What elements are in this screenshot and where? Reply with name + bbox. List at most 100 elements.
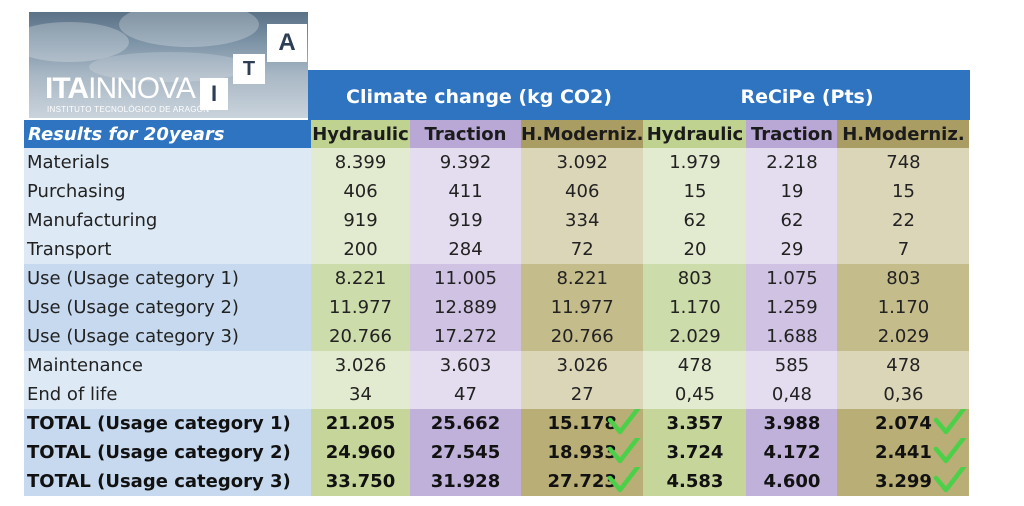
total-row: TOTAL (Usage category 1) 21.205 25.662 15.1… [24,409,970,438]
table-cell: 20.766 [311,322,410,351]
table-cell: 25.662 [410,409,521,438]
table-cell: 3.092 [521,148,644,177]
table-cell: 0,36 [837,380,970,409]
checkmark-icon [934,438,967,464]
cell-value: 17.272 [434,326,497,347]
cell-value: 15 [892,181,915,202]
row-label: Use (Usage category 3) [24,322,311,351]
cell-value: 4.172 [763,442,821,463]
table-cell: 1.170 [837,293,970,322]
table-row: Transport 200 284 72 20 29 7 [24,235,970,264]
group-header-band [308,70,970,120]
logo-letter-t: T [233,54,265,84]
logo-wordmark: ITAINNOVA [45,72,196,106]
cell-value: 406 [565,181,600,202]
table-cell: 72 [521,235,644,264]
cell-value: 478 [677,355,713,376]
cell-value: 3.357 [666,413,724,434]
cell-value: 3.988 [763,413,821,434]
logo-letter-i: I [200,78,228,110]
table-cell: 24.960 [311,438,410,467]
cell-value: 3.092 [556,152,608,173]
cell-value: 1.688 [766,326,818,347]
table-cell: 803 [837,264,970,293]
table-cell: 8.221 [311,264,410,293]
logo-wordmark-light: INNOVA [88,72,196,105]
cell-value: 3.299 [874,471,932,492]
cell-value: 24.960 [325,442,396,463]
cell-value: 15 [683,181,707,202]
logo-letter-a: A [267,24,307,62]
table-cell: 18.933 [521,438,644,467]
table-cell: 27.723 [521,467,644,496]
table-cell: 11.005 [410,264,521,293]
cell-value: 27.723 [547,471,617,492]
table-cell: 478 [837,351,970,380]
table-cell: 27 [521,380,644,409]
table-cell: 748 [837,148,970,177]
table-cell: 1.075 [746,264,838,293]
table-cell: 47 [410,380,521,409]
row-label: Materials [24,148,311,177]
cell-value: 2.074 [874,413,932,434]
table-row: Use (Usage category 2) 11.977 12.889 11.977… [24,293,970,322]
table-cell: 9.392 [410,148,521,177]
row-label: Manufacturing [24,206,311,235]
cell-value: 8.221 [334,268,387,289]
cell-value: 8.399 [334,152,387,173]
cell-value: 22 [892,210,915,231]
table-cell: 1.259 [746,293,838,322]
table-cell: 200 [311,235,410,264]
row-label: Maintenance [24,351,311,380]
cell-value: 62 [780,210,804,231]
cell-value: 9.392 [439,152,492,173]
table-cell: 17.272 [410,322,521,351]
table-cell: 3.603 [410,351,521,380]
cloud-decoration [119,12,259,47]
results-table: Results for 20years Hydraulic Traction H… [24,120,970,496]
column-header-traction-recipe: Traction [746,120,838,148]
table-cell: 2.218 [746,148,838,177]
table-header-row: Results for 20years Hydraulic Traction H… [24,120,970,148]
table-cell: 3.724 [643,438,747,467]
row-label: TOTAL (Usage category 3) [24,467,311,496]
cell-value: 11.977 [550,297,614,318]
cloud-decoration [29,22,129,62]
table-cell: 62 [643,206,747,235]
row-label: TOTAL (Usage category 1) [24,409,311,438]
cell-value: 3.724 [666,442,724,463]
table-cell: 2.029 [643,322,747,351]
table-cell: 15 [643,177,747,206]
table-cell: 0,48 [746,380,838,409]
table-cell: 3.988 [746,409,838,438]
cell-value: 20 [683,239,707,260]
checkmark-icon [934,467,967,493]
table-cell: 585 [746,351,838,380]
cell-value: 200 [343,239,378,260]
table-cell: 803 [643,264,747,293]
cell-value: 25.662 [430,413,501,434]
table-cell: 411 [410,177,521,206]
cell-value: 7 [897,239,910,260]
table-cell: 34 [311,380,410,409]
cell-value: 3.026 [556,355,608,376]
cell-value: 11.005 [434,268,497,289]
cell-value: 3.603 [439,355,492,376]
cell-value: 12.889 [434,297,497,318]
table-cell: 2.074 [837,409,970,438]
table-cell: 62 [746,206,838,235]
cell-value: 803 [677,268,713,289]
table-cell: 15.178 [521,409,644,438]
table-cell: 20 [643,235,747,264]
table-cell: 334 [521,206,644,235]
cell-value: 0,36 [883,384,924,405]
cell-value: 1.075 [766,268,818,289]
table-cell: 20.766 [521,322,644,351]
cell-value: 1.259 [766,297,818,318]
table-row: Manufacturing 919 919 334 62 62 22 [24,206,970,235]
table-cell: 4.583 [643,467,747,496]
cell-value: 2.029 [877,326,930,347]
row-label: Use (Usage category 2) [24,293,311,322]
column-header-hydraulic-climate: Hydraulic [311,120,410,148]
table-cell: 4.600 [746,467,838,496]
